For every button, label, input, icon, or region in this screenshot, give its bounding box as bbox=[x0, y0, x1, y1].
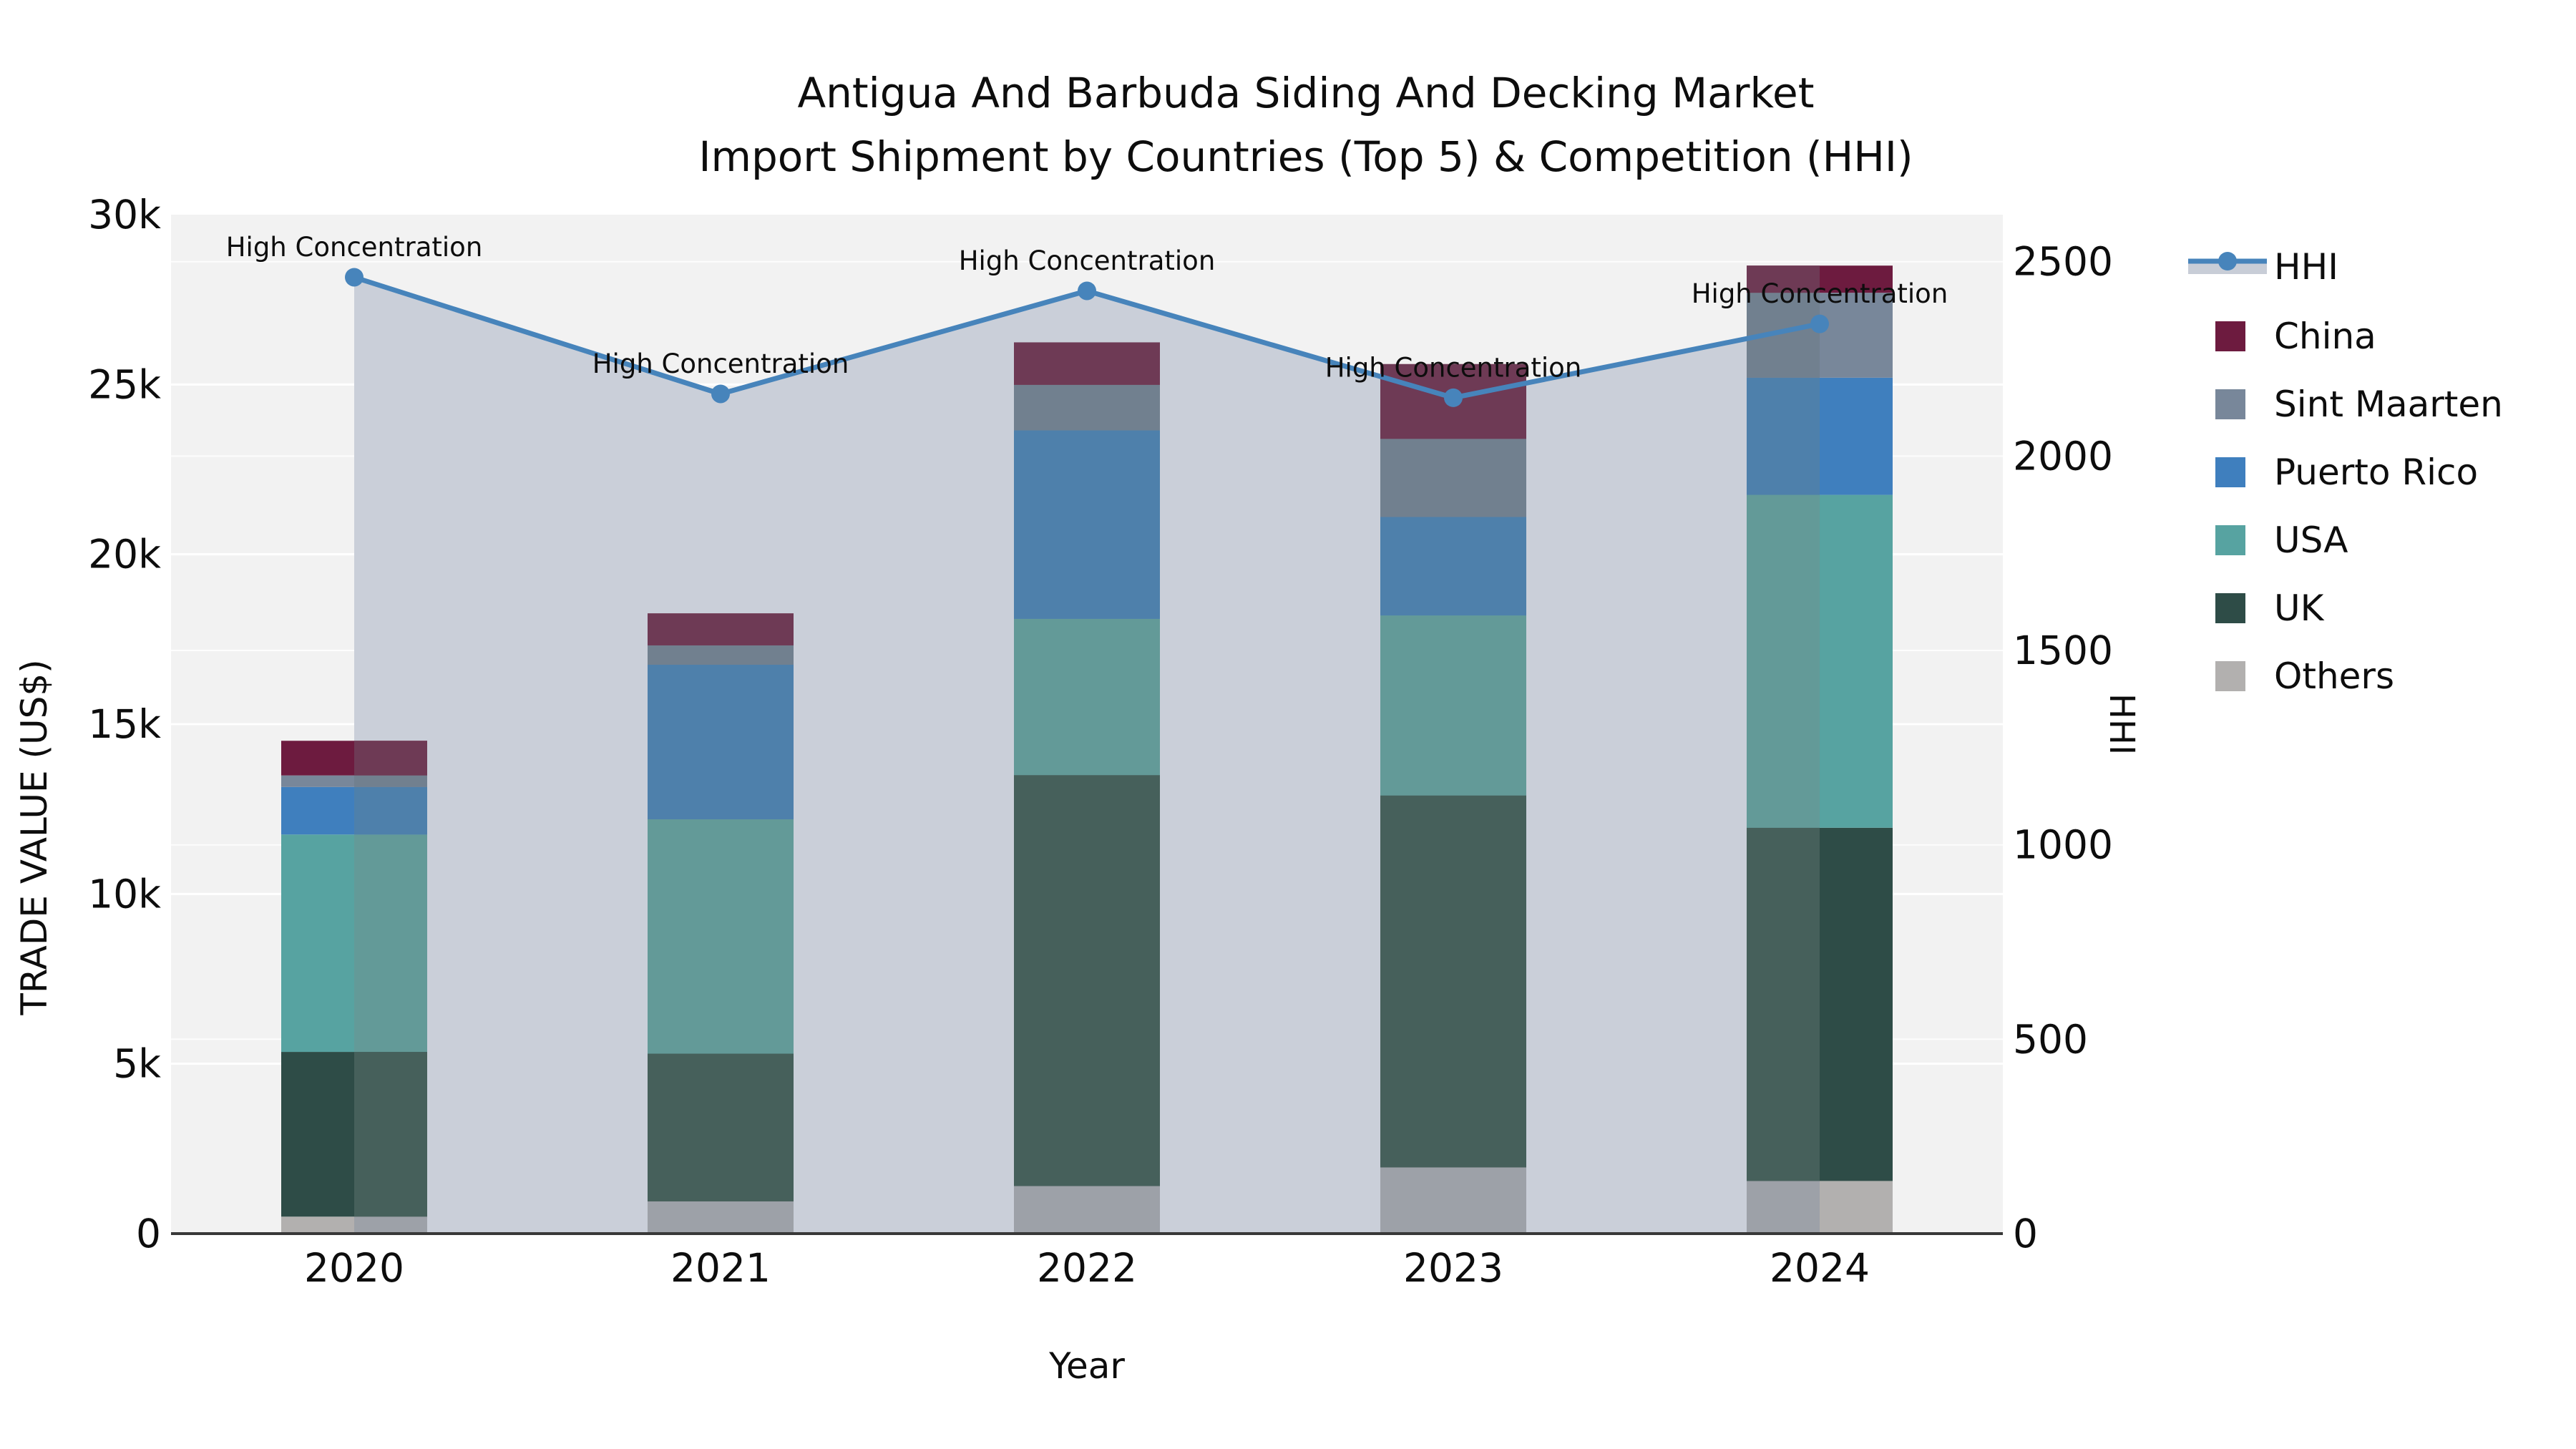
legend-label-usa: USA bbox=[2274, 519, 2348, 561]
x-tick-label-2023: 2023 bbox=[1403, 1245, 1503, 1291]
annotation-high-concentration-2024: High Concentration bbox=[1692, 278, 1948, 309]
legend-item-others: Others bbox=[2215, 655, 2394, 697]
bar-segment-others-2022 bbox=[1014, 1186, 1160, 1234]
legend-label-hhi: HHI bbox=[2274, 246, 2338, 288]
annotation-high-concentration-2023: High Concentration bbox=[1325, 352, 1582, 383]
hhi-marker-2022 bbox=[1078, 281, 1096, 301]
y-left-tick-label: 5k bbox=[113, 1041, 161, 1087]
bar-segment-puerto-rico-2022 bbox=[1014, 430, 1160, 619]
bar-segment-china-2024 bbox=[1747, 265, 1820, 293]
hhi-marker-2023 bbox=[1444, 388, 1463, 407]
x-tick-label-2022: 2022 bbox=[1037, 1245, 1137, 1291]
bar-segment-others-2024 bbox=[1747, 1181, 1820, 1234]
legend-label-puerto-rico: Puerto Rico bbox=[2274, 452, 2478, 493]
y-right-tick-label: 2500 bbox=[2013, 239, 2113, 285]
bar-segment-china-2022 bbox=[1014, 342, 1160, 385]
y-right-tick-label: 1000 bbox=[2013, 822, 2113, 868]
bar-segment-puerto-rico-2021 bbox=[648, 664, 794, 819]
legend-swatch-others bbox=[2215, 661, 2245, 691]
annotation-high-concentration-2021: High Concentration bbox=[592, 348, 849, 379]
bar-segment-usa-2021 bbox=[648, 819, 794, 1054]
bar-segment-others-2023 bbox=[1380, 1167, 1526, 1234]
y-left-tick-label: 15k bbox=[88, 701, 161, 747]
legend-item-puerto-rico: Puerto Rico bbox=[2215, 452, 2478, 493]
legend-label-others: Others bbox=[2274, 655, 2394, 697]
y-left-tick-label: 30k bbox=[88, 192, 161, 238]
legend-label-china: China bbox=[2274, 316, 2376, 357]
legend-item-sint-maarten: Sint Maarten bbox=[2215, 384, 2503, 425]
y-right-tick-label: 500 bbox=[2013, 1016, 2088, 1062]
bar-segment-china-2020 bbox=[354, 741, 427, 776]
bar-segment-puerto-rico-2023 bbox=[1380, 517, 1526, 616]
x-axis-title: Year bbox=[1049, 1345, 1125, 1387]
annotation-high-concentration-2022: High Concentration bbox=[959, 245, 1216, 276]
bars-shaded bbox=[354, 265, 1820, 1234]
y-left-tick-label: 25k bbox=[88, 361, 161, 407]
hhi-marker-2020 bbox=[345, 268, 364, 287]
bar-segment-usa-2020 bbox=[354, 834, 427, 1053]
y-left-tick-label: 0 bbox=[136, 1211, 161, 1257]
y-right-tick-label: 0 bbox=[2013, 1211, 2038, 1257]
y-axis-title-right: HHI bbox=[2102, 693, 2142, 756]
bar-segment-china-2021 bbox=[648, 613, 794, 645]
bar-segment-uk-2023 bbox=[1380, 795, 1526, 1168]
bar-segment-usa-2022 bbox=[1014, 618, 1160, 776]
annotation-high-concentration-2020: High Concentration bbox=[226, 232, 483, 263]
bar-segment-others-2021 bbox=[648, 1201, 794, 1234]
bar-segment-uk-2024 bbox=[1747, 827, 1820, 1181]
bar-segment-sint-maarten-2021 bbox=[648, 645, 794, 665]
legend-swatch-uk bbox=[2215, 593, 2245, 623]
bar-segment-usa-2024 bbox=[1747, 494, 1820, 828]
bar-segment-uk-2020 bbox=[354, 1052, 427, 1217]
hhi-marker-2021 bbox=[711, 384, 730, 404]
legend-item-hhi: HHI bbox=[2188, 246, 2338, 288]
legend-label-sint-maarten: Sint Maarten bbox=[2274, 384, 2503, 425]
y-left-tick-label: 20k bbox=[88, 532, 161, 577]
bar-segment-uk-2021 bbox=[648, 1053, 794, 1201]
bar-segment-puerto-rico-2024 bbox=[1747, 377, 1820, 495]
bar-segment-sint-maarten-2022 bbox=[1014, 384, 1160, 431]
legend: HHI China Sint Maarten Puerto Rico USA UK Othe… bbox=[2188, 246, 2503, 697]
legend-item-china: China bbox=[2215, 316, 2376, 357]
x-tick-label-2020: 2020 bbox=[304, 1245, 404, 1291]
legend-item-usa: USA bbox=[2215, 519, 2348, 561]
legend-swatch-china bbox=[2215, 321, 2245, 351]
legend-item-uk: UK bbox=[2215, 587, 2325, 629]
bar-segment-sint-maarten-2023 bbox=[1380, 439, 1526, 517]
bar-segment-uk-2022 bbox=[1014, 775, 1160, 1186]
y-left-tick-label: 10k bbox=[88, 871, 161, 917]
bar-segment-usa-2023 bbox=[1380, 615, 1526, 796]
bar-segment-others-2020 bbox=[354, 1216, 427, 1234]
y-right-tick-label: 2000 bbox=[2013, 433, 2113, 479]
x-tick-label-2021: 2021 bbox=[670, 1245, 771, 1291]
legend-label-uk: UK bbox=[2274, 587, 2325, 629]
hhi-marker-2024 bbox=[1810, 314, 1829, 333]
bar-segment-sint-maarten-2020 bbox=[354, 775, 427, 787]
legend-hhi-marker-icon bbox=[2218, 252, 2237, 270]
y-right-tick-label: 1500 bbox=[2013, 628, 2113, 673]
legend-swatch-sint-maarten bbox=[2215, 389, 2245, 419]
legend-swatch-puerto-rico bbox=[2215, 457, 2245, 487]
chart-title-line1: Antigua And Barbuda Siding And Decking M… bbox=[797, 69, 1815, 117]
chart-title-line2: Import Shipment by Countries (Top 5) & C… bbox=[698, 132, 1913, 181]
y-axis-title-left: TRADE VALUE (US$) bbox=[14, 659, 55, 1015]
bar-segment-puerto-rico-2020 bbox=[354, 786, 427, 835]
legend-swatch-usa bbox=[2215, 525, 2245, 555]
x-tick-label-2024: 2024 bbox=[1770, 1245, 1870, 1291]
